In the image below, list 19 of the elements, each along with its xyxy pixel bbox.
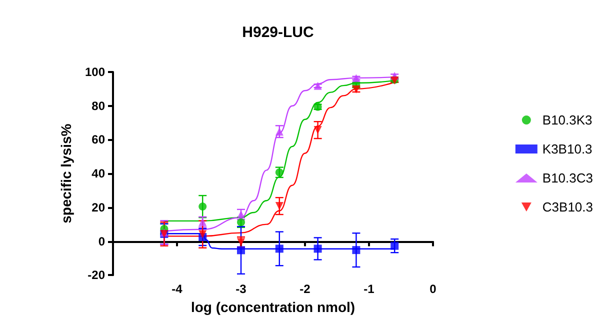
- legend-label: C3B10.3: [542, 200, 594, 214]
- y-tick-label: 100: [84, 65, 106, 79]
- y-tick-label: 20: [92, 200, 106, 214]
- x-tick-label: -1: [364, 282, 375, 296]
- legend-label: B10.3K3: [542, 112, 592, 128]
- legend-label: B10.3C3: [542, 170, 594, 186]
- legend-label: K3B10.3: [542, 142, 592, 156]
- chart-title: H929-LUC: [242, 24, 314, 41]
- x-tick-label: 0: [430, 282, 437, 296]
- x-tick-label: -3: [236, 282, 247, 296]
- y-tick-label: 60: [92, 132, 106, 147]
- y-tick-label: 0: [98, 234, 106, 248]
- y-tick-label: 80: [92, 98, 106, 113]
- x-tick-label: -2: [300, 282, 311, 296]
- y-tick-label: -20: [88, 268, 106, 282]
- y-tick-label: 40: [92, 166, 106, 181]
- x-tick-label: -4: [172, 282, 183, 296]
- x-axis-title: log (concentration nmol): [190, 299, 356, 315]
- y-axis-title: specific lysis%: [58, 123, 74, 224]
